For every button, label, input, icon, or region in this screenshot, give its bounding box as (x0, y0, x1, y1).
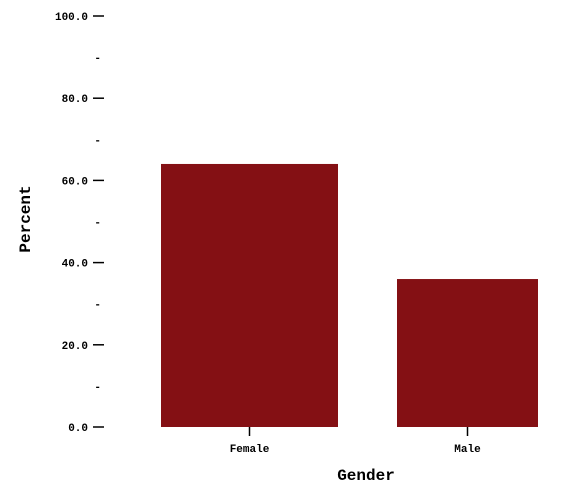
y-minor-tick-label: - (94, 53, 101, 65)
y-tick-label: 100.0 (55, 12, 88, 24)
y-tick-label: 80.0 (62, 94, 88, 106)
y-minor-tick-label: - (94, 218, 101, 230)
bar-male (397, 279, 538, 427)
y-axis-title: Percent (17, 185, 35, 252)
bars (161, 163, 538, 427)
x-tick-label: Female (230, 444, 270, 456)
y-tick-label: 40.0 (62, 259, 88, 271)
x-axis-title: Gender (337, 467, 395, 485)
bar-female (161, 163, 338, 427)
y-tick-label: 60.0 (62, 176, 88, 188)
y-axis: 0.0 20.0 40.0 60.0 80.0 100.0 - - - - - (55, 12, 104, 435)
y-minor-tick-label: - (94, 135, 101, 147)
y-minor-tick-label: - (94, 382, 101, 394)
y-minor-tick-label: - (94, 300, 101, 312)
x-tick-label: Male (454, 444, 481, 456)
y-tick-label: 20.0 (62, 341, 88, 353)
x-axis: Female Male (230, 427, 481, 456)
y-tick-label: 0.0 (68, 423, 88, 435)
